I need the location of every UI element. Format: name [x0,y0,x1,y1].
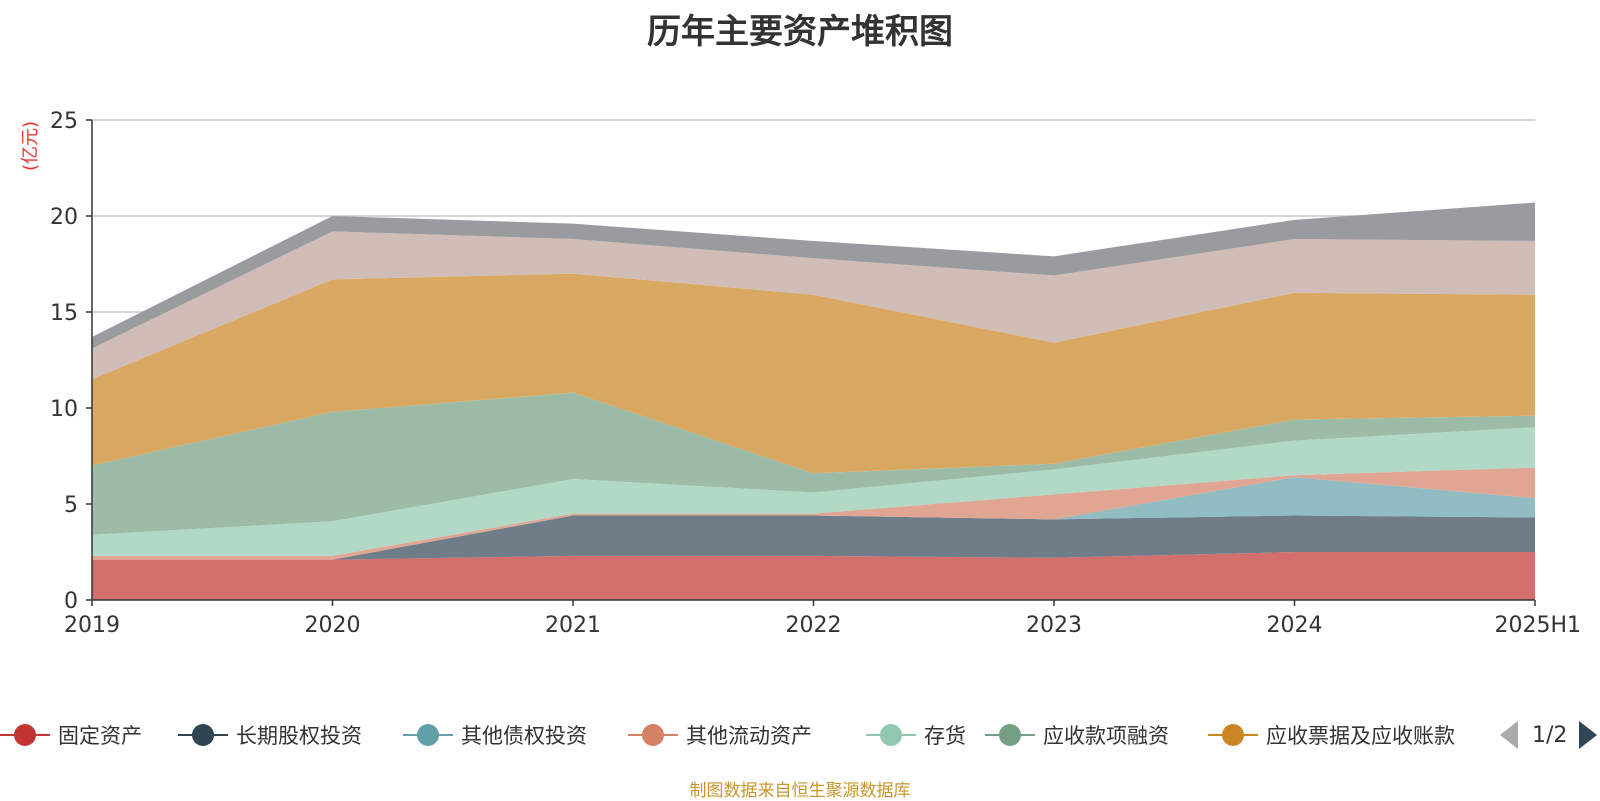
legend-pager: 1/2 [1500,718,1598,752]
y-tick-label: 20 [50,205,78,230]
x-tick-label: 2023 [1026,613,1082,638]
legend-marker-icon [628,718,678,752]
legend-label: 其他债权投资 [461,724,587,748]
area-series-8 [92,231,1535,380]
y-tick-label: 10 [50,397,78,422]
legend-item[interactable]: 其他债权投资 [403,718,587,752]
legend-label: 应收票据及应收账款 [1266,724,1455,748]
legend-label: 存货 [924,724,966,748]
area-series-5 [92,427,1535,556]
legend-page-indicator: 1/2 [1532,722,1568,748]
legend-item[interactable]: 长期股权投资 [178,718,362,752]
legend-label: 固定资产 [58,724,142,748]
legend-marker-icon [1208,718,1258,752]
legend-item[interactable]: 其他流动资产 [628,718,812,752]
y-tick-label: 25 [50,109,78,134]
y-tick-label: 15 [50,301,78,326]
x-tick-label: 2020 [305,613,361,638]
legend-marker-icon [866,718,916,752]
legend-label: 长期股权投资 [236,724,362,748]
area-series-6 [92,392,1535,535]
area-series-1 [92,552,1535,600]
legend-marker-icon [178,718,228,752]
legend-item[interactable]: 应收票据及应收账款 [1208,718,1455,752]
legend-marker-icon [985,718,1035,752]
area-series-7 [92,273,1535,474]
y-axis-unit-label: (亿元) [20,121,41,171]
legend: 固定资产 长期股权投资 其他债权投资 其他流动资产 存货 应收款项融资 应收票据及应收账款 [0,718,1600,752]
x-tick-label: 2022 [786,613,842,638]
area-series-2 [92,515,1535,560]
legend-marker-icon [0,718,50,752]
x-tick-label: 2021 [545,613,601,638]
axes: 0 5 10 15 20 25 2019 2020 2021 2022 2023 2024 2025H1 [50,109,1581,638]
chart-title: 历年主要资产堆积图 [647,12,953,52]
legend-marker-icon [403,718,453,752]
legend-item[interactable]: 固定资产 [0,718,142,752]
next-page-arrow-icon[interactable] [1579,721,1598,749]
x-tick-label: 2019 [64,613,120,638]
legend-item[interactable]: 存货 [866,718,966,752]
legend-label: 其他流动资产 [686,724,812,748]
x-tick-label: 2024 [1267,613,1323,638]
stacked-areas [92,202,1535,600]
y-tick-label: 5 [64,493,78,518]
data-source-note: 制图数据来自恒生聚源数据库 [689,781,911,801]
area-series-9 [92,202,1535,349]
legend-label: 应收款项融资 [1043,724,1169,748]
legend-item[interactable]: 应收款项融资 [985,718,1169,752]
x-tick-label: 2025H1 [1494,613,1581,638]
previous-page-arrow-icon[interactable] [1500,721,1518,749]
y-tick-label: 0 [64,589,78,614]
